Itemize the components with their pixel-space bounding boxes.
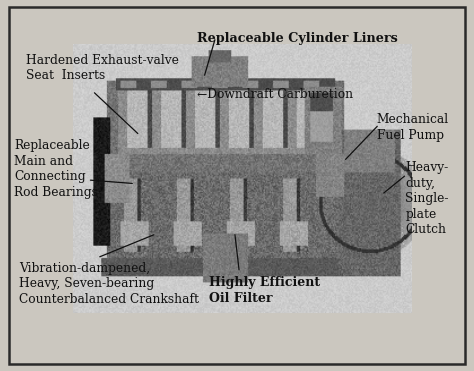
Text: Hardened Exhaust-valve
Seat  Inserts: Hardened Exhaust-valve Seat Inserts: [26, 54, 179, 82]
Text: Highly Efficient
Oil Filter: Highly Efficient Oil Filter: [209, 276, 319, 305]
Text: Vibration-dampened,
Heavy, Seven-bearing
Counterbalanced Crankshaft: Vibration-dampened, Heavy, Seven-bearing…: [19, 262, 199, 306]
Text: Replaceable Cylinder Liners: Replaceable Cylinder Liners: [197, 32, 398, 45]
Text: ←Downdraft Carburetion: ←Downdraft Carburetion: [197, 88, 353, 101]
Text: Replaceable
Main and
Connecting
Rod Bearings: Replaceable Main and Connecting Rod Bear…: [14, 139, 98, 198]
Text: Heavy-
duty,
Single-
plate
Clutch: Heavy- duty, Single- plate Clutch: [405, 161, 449, 236]
Text: Mechanical
Fuel Pump: Mechanical Fuel Pump: [377, 113, 449, 142]
